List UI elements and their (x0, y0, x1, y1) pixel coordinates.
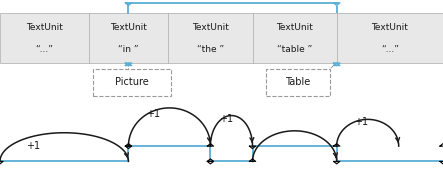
Text: +1: +1 (26, 141, 40, 151)
Text: “...”: “...” (35, 45, 53, 54)
Text: +1: +1 (219, 114, 233, 124)
Bar (0, 13, 443, 63)
Text: TextUnit: TextUnit (110, 23, 147, 32)
Text: +1: +1 (354, 117, 368, 127)
Text: TextUnit: TextUnit (192, 23, 229, 32)
Text: “in ”: “in ” (118, 45, 139, 54)
Text: TextUnit: TextUnit (276, 23, 313, 32)
Text: “...”: “...” (381, 45, 399, 54)
Text: TextUnit: TextUnit (371, 23, 408, 32)
Text: TextUnit: TextUnit (26, 23, 63, 32)
Text: Picture: Picture (115, 77, 149, 87)
Text: “the ”: “the ” (197, 45, 224, 54)
Text: Table: Table (285, 77, 311, 87)
Text: +1: +1 (146, 109, 160, 119)
Text: “table ”: “table ” (277, 45, 312, 54)
